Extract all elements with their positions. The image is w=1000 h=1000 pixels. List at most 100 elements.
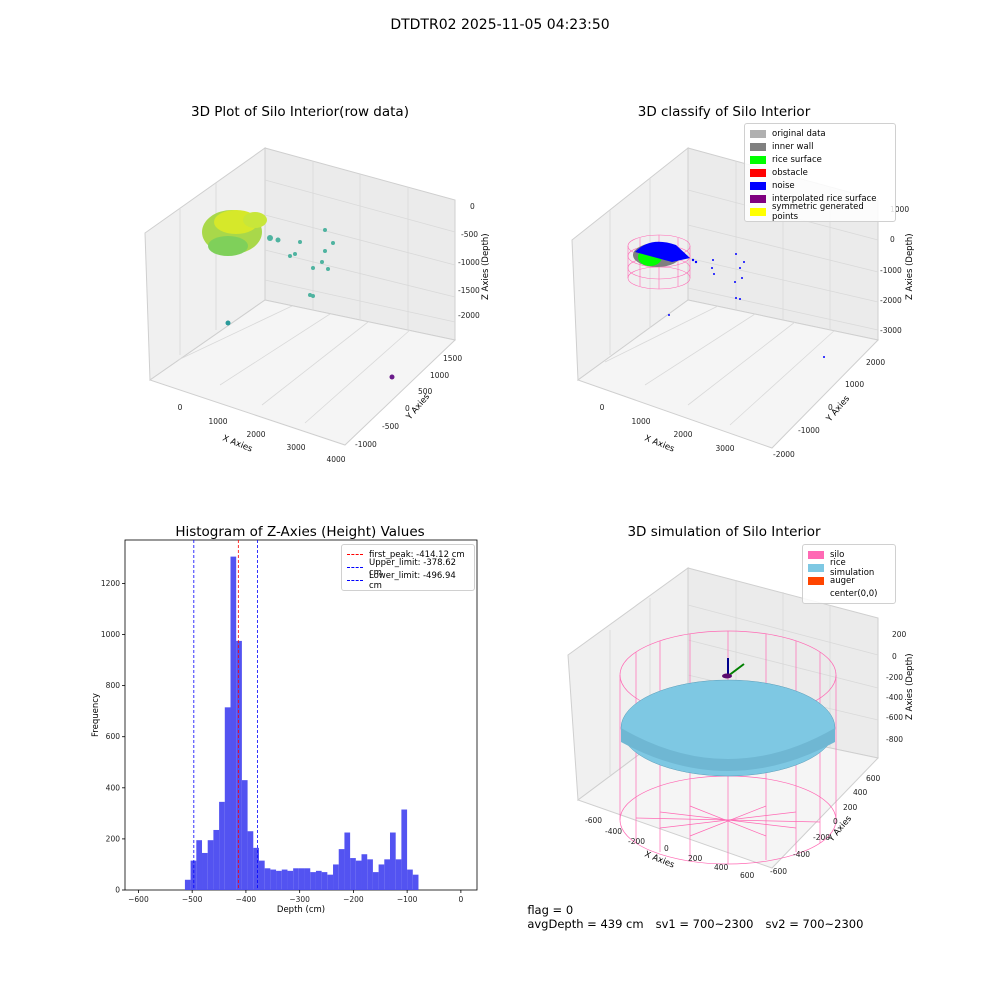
legend-label: rice simulation [830,557,875,578]
histogram-bar [287,870,294,890]
histogram-bar [196,840,203,890]
legend-item-inner-wall: inner wall [750,140,890,153]
histogram-ytick-label: 800 [106,681,121,690]
classify-ztick: 0 [890,235,895,244]
sim-xtick: -400 [605,827,622,836]
classify-noise-cluster [635,241,690,262]
histogram-bar [344,832,351,890]
legend-item-auger: auger [808,574,890,587]
legend-item-noise: noise [750,179,890,192]
simulation-legend: silo rice simulation auger center(0,0) [802,544,896,604]
sim-center-marker [722,673,732,679]
legend-swatch [750,181,766,190]
histogram-bar [389,832,396,890]
status-flag: flag = 0 [527,903,574,917]
legend-swatch [750,168,766,177]
sim-ytick: -400 [793,850,810,859]
raw-xtick: 3000 [286,443,305,452]
legend-label: center(0,0) [830,588,878,599]
histogram-legend: first_peak: -414.12 cm Upper_limit: -378… [341,544,475,591]
histogram-xtick-label: −500 [182,895,203,904]
legend-label: obstacle [772,167,808,178]
legend-line [347,554,363,555]
raw-ztick: -1500 [458,286,480,295]
histogram-bar [213,829,220,890]
legend-label: symmetric generated points [772,201,864,222]
legend-label: rice surface [772,154,822,165]
histogram-xlabel: Depth (cm) [277,905,325,915]
histogram-bar [384,859,390,890]
histogram-xtick-label: −600 [128,895,149,904]
sim-ytick: 400 [853,788,868,797]
raw-ytick: 500 [418,387,433,396]
legend-item-first-peak: first_peak: -414.12 cm [347,548,469,561]
raw-ytick: 1500 [443,354,462,363]
sim-zlabel: Z Axies (Depth) [905,653,915,720]
histogram-xtick-label: −400 [236,895,257,904]
legend-swatch [750,194,766,203]
classify-legend: original data inner wall rice surface ob… [744,123,896,222]
histogram-bar [236,640,242,890]
classify-xtick: 1000 [631,417,650,426]
sim-xtick: 200 [688,854,703,863]
histogram-ytick-label: 1200 [101,579,120,588]
legend-label: interpolated rice surface [772,193,877,204]
histogram-bar [412,874,419,890]
raw-zlabel: Z Axies (Depth) [481,233,491,300]
legend-item-center: center(0,0) [808,587,890,600]
raw-xtick: 4000 [326,455,345,464]
histogram-bar [407,869,413,890]
legend-label: auger [830,575,855,586]
panel-title-classify: 3D classify of Silo Interior [637,104,811,120]
status-sv2: sv2 = 700~2300 [765,917,864,931]
histogram-ytick-label: 400 [106,783,121,792]
raw-outlier-points [225,228,335,326]
legend-label: Upper_limit: -378.62 cm [369,557,457,578]
histogram-xtick-label: −200 [343,895,364,904]
histogram-bar [355,860,362,890]
legend-swatch [808,550,824,559]
histogram-bar [264,868,271,890]
histogram-ytick-label: 600 [106,732,121,741]
sim-ytick: 0 [833,817,838,826]
histogram-bar [270,869,277,890]
histogram-bar [327,874,334,890]
histogram-bar [310,872,316,890]
status-sv1: sv1 = 700~2300 [655,917,754,931]
legend-item-lower-limit: Lower_limit: -496.94 cm [347,571,469,591]
histogram-xtick-label: −100 [397,895,418,904]
legend-swatch [750,207,766,216]
sim-ztick: -400 [886,693,903,702]
histogram-bar [281,869,288,890]
raw-xtick: 2000 [246,430,265,439]
sim-ztick: -200 [886,673,903,682]
sim-ytick: -600 [770,867,787,876]
classify-ytick: -2000 [773,450,795,459]
sim-ytick: 600 [866,774,881,783]
histogram-bar [184,879,191,890]
legend-swatch [808,563,824,572]
panel-title-histogram: Histogram of Z-Axies (Height) Values [175,524,425,540]
histogram-bar [395,859,402,890]
classify-xtick: 3000 [715,444,734,453]
histogram-bar [207,840,214,890]
figure-title: DTDTR02 2025-11-05 04:23:50 [390,17,610,33]
classify-xtick: 2000 [673,430,692,439]
histogram-bar [333,864,339,890]
sim-xlabel: X Axies [643,850,676,871]
sim-xtick: -600 [585,816,602,825]
legend-swatch [808,576,824,585]
histogram-ytick-label: 1000 [101,630,120,639]
histogram-bar [315,870,322,890]
classify-xtick: 0 [600,403,605,412]
status-avg-depth: avgDepth = 439 cm [527,917,644,931]
histogram-ytick-label: 200 [106,834,121,843]
histogram-bar [247,831,254,890]
classify-ytick: -1000 [798,426,820,435]
sim-auger-y-arrow [727,663,745,677]
histogram-bar [293,868,299,890]
histogram-bar [401,809,408,890]
raw-ytick: -500 [382,422,399,431]
